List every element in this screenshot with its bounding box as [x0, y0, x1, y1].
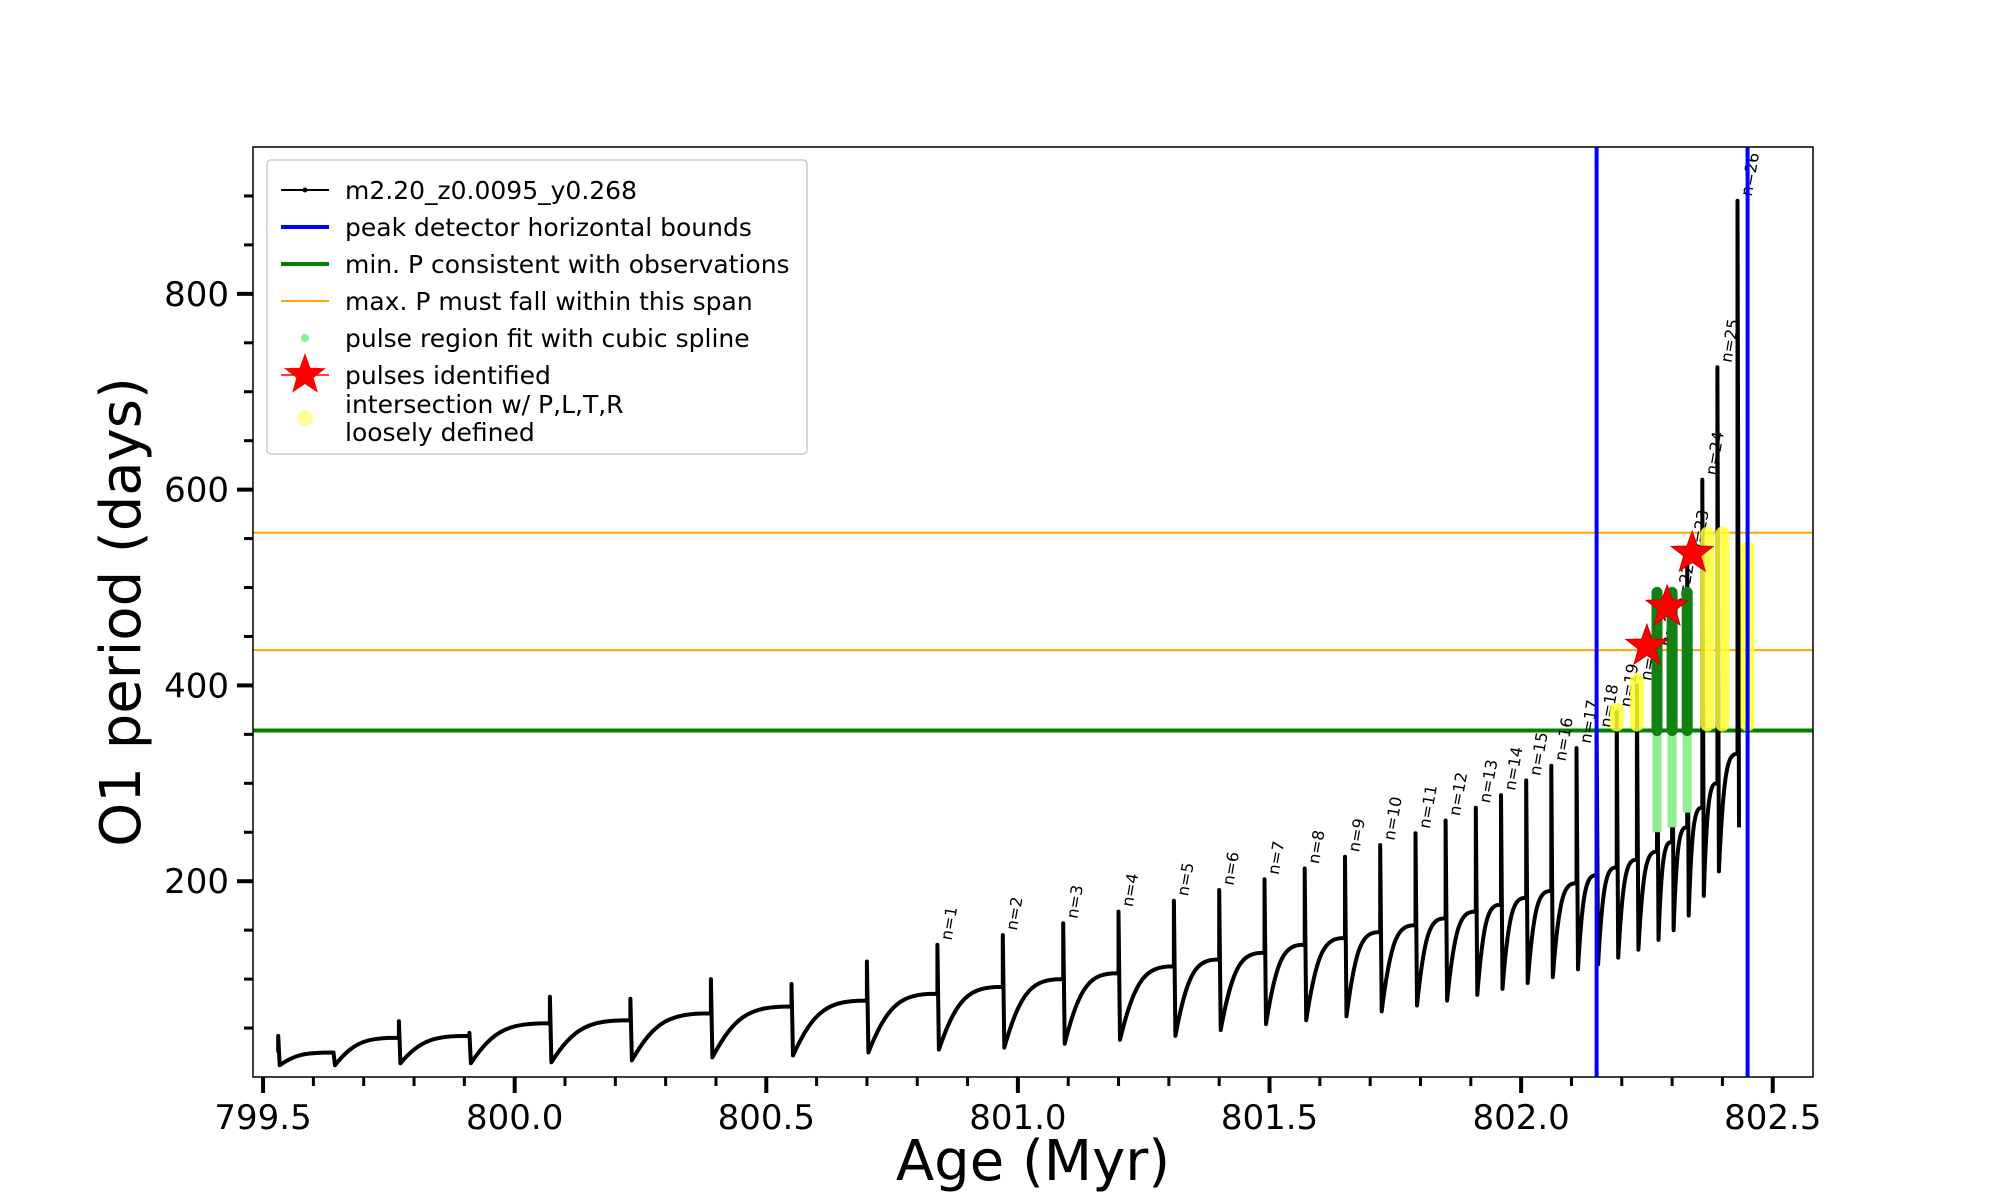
legend-label-line: peak detector horizontal bounds	[345, 213, 752, 242]
legend-label-line: pulses identified	[345, 361, 551, 390]
legend-label: peak detector horizontal bounds	[345, 213, 752, 242]
legend-box	[266, 159, 808, 455]
y-axis-title: O1 period (days)	[89, 377, 154, 847]
x-tick-label: 800.0	[466, 1098, 563, 1138]
legend-marker-star	[284, 353, 326, 393]
legend-label-line: min. P consistent with observations	[345, 250, 790, 279]
legend-label: max. P must fall within this span	[345, 287, 753, 316]
x-tick-label: 800.5	[718, 1098, 815, 1138]
legend-label-line: pulse region fit with cubic spline	[345, 324, 750, 353]
y-tick-label: 400	[164, 666, 229, 706]
legend-label-line: loosely defined	[345, 418, 535, 447]
x-tick-label: 802.0	[1472, 1098, 1569, 1138]
identified-pulse-star	[1644, 583, 1690, 627]
legend-marker-circle	[297, 410, 313, 426]
x-tick-label: 802.5	[1724, 1098, 1821, 1138]
legend-marker-dot	[302, 187, 308, 193]
y-tick-label: 800	[164, 275, 229, 315]
x-axis-title: Age (Myr)	[896, 1129, 1170, 1194]
legend-label-line: m2.20_z0.0095_y0.268	[345, 176, 637, 205]
plot-area: n=1 n=2 n=3 n=4 n=5 n=6 n=7 n=8 n=9 n=10 n=11 n=12 n…	[253, 147, 1813, 1077]
x-tick-label: 801.5	[1221, 1098, 1318, 1138]
legend-label: m2.20_z0.0095_y0.268	[345, 176, 637, 205]
x-tick-label: 799.5	[214, 1098, 311, 1138]
plot-frame	[252, 146, 1814, 1078]
x-tick-label: 801.0	[969, 1098, 1066, 1138]
legend-label-line: max. P must fall within this span	[345, 287, 753, 316]
legend-marker-dot	[301, 334, 309, 342]
legend-label-line: intersection w/ P,L,T,R	[345, 390, 624, 419]
series-line	[276, 198, 1741, 1068]
legend-label: min. P consistent with observations	[345, 250, 790, 279]
y-tick-label: 200	[164, 862, 229, 902]
identified-pulse-star	[1624, 622, 1670, 666]
legend-label: pulses identified	[345, 361, 551, 390]
identified-pulse-star	[1669, 529, 1715, 573]
y-tick-label: 600	[164, 471, 229, 511]
axes: 799.5 800.0 800.5 801.0 801.5 802.0 802.5 200 40…	[164, 194, 1821, 1138]
legend-label: intersection w/ P,L,T,R loosely defined	[345, 390, 624, 447]
legend-label: pulse region fit with cubic spline	[345, 324, 750, 353]
